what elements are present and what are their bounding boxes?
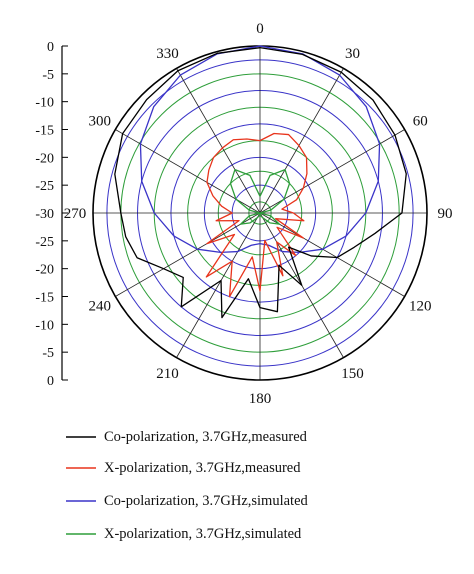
angle-label-150: 150: [341, 366, 364, 382]
radial-axis-label: -15: [35, 291, 54, 306]
legend-item: Co-polarization, 3.7GHz,measured: [66, 429, 308, 445]
radial-axis-label: -20: [35, 263, 54, 278]
series-line-3: [139, 45, 381, 254]
legend-label: X-polarization, 3.7GHz,measured: [104, 460, 301, 476]
radial-axis-label: -30: [35, 207, 54, 222]
grid-spoke: [259, 68, 344, 214]
legend-label: Co-polarization, 3.7GHz,measured: [104, 429, 308, 445]
series-line-4: [229, 168, 291, 225]
radial-axis-label: -5: [42, 68, 54, 83]
angle-tick-labels: 0 30 60 90 120 150 180 210 240 270 300 330: [64, 21, 453, 407]
radial-axis-label: 0: [47, 374, 54, 389]
legend-item: X-polarization, 3.7GHz,measured: [66, 460, 301, 476]
grid-spoke: [176, 212, 261, 358]
angle-label-90: 90: [438, 206, 453, 222]
legend-label: X-polarization, 3.7GHz,simulated: [104, 526, 302, 542]
angle-label-330: 330: [156, 46, 179, 62]
radial-axis-label: 0: [47, 40, 54, 55]
radial-axis-label: -25: [35, 179, 54, 194]
radial-axis-label: -5: [42, 346, 54, 361]
radial-axis-label: -25: [35, 235, 54, 250]
legend-item: X-polarization, 3.7GHz,simulated: [66, 526, 302, 542]
angle-label-210: 210: [156, 366, 179, 382]
radial-axis: 0 -5 -10 -15 -20 -25 -30 -25 -20 -15 -10 -5 0: [35, 40, 68, 389]
angle-label-240: 240: [89, 299, 112, 315]
grid-spoke: [115, 212, 261, 297]
radial-axis-label: -20: [35, 151, 54, 166]
series-line-1: [114, 47, 407, 319]
angle-label-180: 180: [249, 391, 272, 407]
angle-label-30: 30: [345, 46, 360, 62]
angle-label-270: 270: [64, 206, 87, 222]
series-line-2: [205, 132, 308, 298]
legend: Co-polarization, 3.7GHz,measured X-polari…: [66, 429, 309, 542]
radial-axis-label: -15: [35, 124, 54, 139]
legend-label: Co-polarization, 3.7GHz,simulated: [104, 493, 309, 509]
angle-label-0: 0: [256, 21, 264, 37]
grid-spoke: [176, 68, 261, 214]
angle-label-300: 300: [89, 114, 112, 130]
angle-label-60: 60: [413, 114, 428, 130]
grid-spoke: [259, 212, 405, 297]
angle-label-120: 120: [409, 299, 432, 315]
radial-axis-label: -10: [35, 96, 54, 111]
legend-item: Co-polarization, 3.7GHz,simulated: [66, 493, 309, 509]
series-group: [114, 45, 407, 319]
radial-axis-label: -10: [35, 318, 54, 333]
